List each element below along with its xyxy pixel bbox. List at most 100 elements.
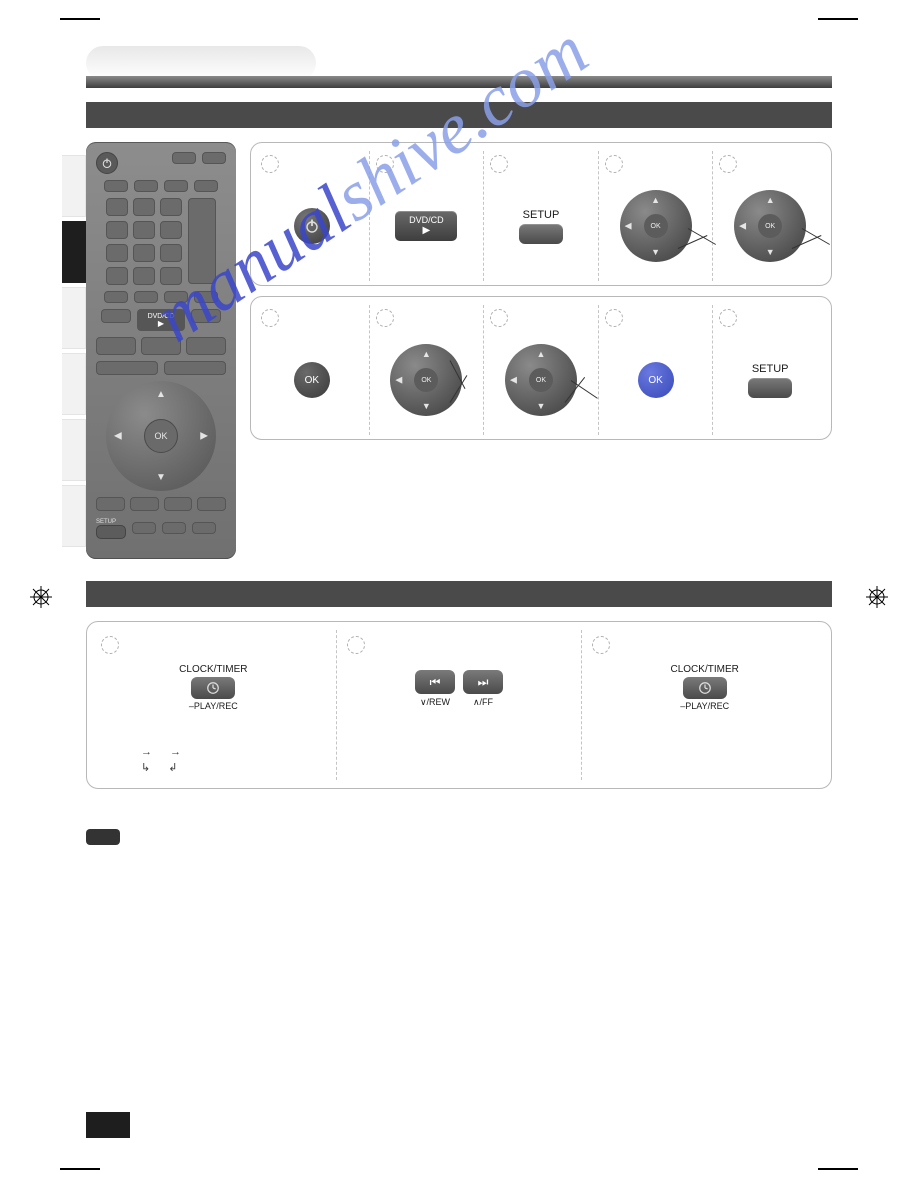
step-number-icon xyxy=(592,636,610,654)
remote-control: DVD/CD ▶ ▲ ▼ ◀ ▶ OK xyxy=(86,142,236,559)
remote-button xyxy=(160,198,182,216)
play-rec-label: –PLAY/REC xyxy=(189,701,238,711)
steps-panel-1: DVD/CD▶SETUP▲▼◀OK▲▼◀OK xyxy=(250,142,832,286)
remote-button xyxy=(194,180,218,192)
step: OK xyxy=(255,305,370,435)
side-tab xyxy=(62,353,86,415)
arrow-up-icon: ▲ xyxy=(766,195,775,205)
ok-button: OK xyxy=(638,362,674,398)
steps-panel-2: OK▲▼◀OK▲▼◀OKOKSETUP xyxy=(250,296,832,440)
setup-group: SETUP xyxy=(748,363,792,398)
skip-prev-button: ⏮ xyxy=(415,670,455,694)
remote-button xyxy=(160,267,182,285)
nav-ring-icon: ▲ ▼ ◀ OK xyxy=(505,344,577,416)
clock-timer-label: CLOCK/TIMER xyxy=(179,664,247,675)
remote-button xyxy=(191,309,221,323)
step-number-icon xyxy=(719,309,737,327)
step-body: OK xyxy=(605,333,707,427)
remote-button xyxy=(96,361,158,375)
power-icon xyxy=(96,152,118,174)
arrow-left-icon: ◀ xyxy=(395,375,402,386)
arrow-up-icon: ▲ xyxy=(156,389,166,400)
note-tag xyxy=(86,829,120,845)
setup-label: SETUP xyxy=(523,209,560,221)
step xyxy=(255,151,370,281)
side-tab-strip xyxy=(62,155,86,551)
side-tab-active xyxy=(62,221,86,283)
setup-label: SETUP xyxy=(752,363,789,375)
clock-button xyxy=(191,677,235,699)
step: SETUP xyxy=(484,151,599,281)
arrow-up-icon: ▲ xyxy=(422,349,431,359)
nav-ring-icon: ▲▼◀OK xyxy=(390,344,462,416)
side-tab xyxy=(62,419,86,481)
registration-mark-icon xyxy=(866,586,888,608)
step-body: DVD/CD▶ xyxy=(376,179,478,273)
step-body: ▲ ▼ ◀ OK xyxy=(490,333,592,427)
step: ▲ ▼ ◀ OK xyxy=(484,305,599,435)
remote-button xyxy=(133,221,155,239)
arrow-left-icon: ◀ xyxy=(739,221,746,232)
arrow-left-icon: ◀ xyxy=(510,375,517,386)
remote-button xyxy=(134,291,158,303)
step-number-icon xyxy=(261,155,279,173)
note-block xyxy=(86,829,832,850)
nav-ring: ▲ ▼ ◀ ▶ OK xyxy=(106,381,216,491)
remote-button xyxy=(197,497,226,511)
nav-ring-icon: ▲▼◀OK xyxy=(734,190,806,262)
step: ▲▼◀OK xyxy=(370,305,485,435)
step-body: OK xyxy=(261,333,363,427)
remote-button xyxy=(104,180,128,192)
remote-button xyxy=(132,522,156,534)
arrow-return-icon: ↳↲ xyxy=(141,761,177,774)
chapter-header xyxy=(86,50,832,88)
clock-panel: CLOCK/TIMER –PLAY/REC →→ ↳↲ ⏮ ∨/REW ⏭ ∧/… xyxy=(86,621,832,789)
arrow-down-icon: ▼ xyxy=(537,401,546,411)
dvdcd-button: DVD/CD▶ xyxy=(395,211,457,241)
step-number-icon xyxy=(490,155,508,173)
step-body: ▲▼◀OK xyxy=(605,179,707,273)
step-number-icon xyxy=(605,309,623,327)
side-tab xyxy=(62,287,86,349)
clock-step: ⏮ ∨/REW ⏭ ∧/FF xyxy=(337,630,583,780)
step-number-icon xyxy=(261,309,279,327)
ok-button: OK xyxy=(294,362,330,398)
section-bar xyxy=(86,581,832,607)
step-body: SETUP xyxy=(719,333,821,427)
arrow-right-icon: ▶ xyxy=(200,431,208,442)
remote-button xyxy=(192,522,216,534)
ok-button: OK xyxy=(644,214,668,238)
clock-step: CLOCK/TIMER –PLAY/REC →→ ↳↲ xyxy=(91,630,337,780)
ok-label: OK xyxy=(154,431,167,441)
ok-button: OK xyxy=(758,214,782,238)
arrow-down-icon: ▼ xyxy=(651,247,660,257)
step: OK xyxy=(599,305,714,435)
ok-button: OK xyxy=(144,419,178,453)
arrow-down-icon: ▼ xyxy=(422,401,431,411)
section-bar xyxy=(86,102,832,128)
remote-button xyxy=(104,291,128,303)
arrow-up-icon: ▲ xyxy=(651,195,660,205)
step-number-icon xyxy=(347,636,365,654)
step: DVD/CD▶ xyxy=(370,151,485,281)
arrow-left-icon: ◀ xyxy=(114,431,122,442)
remote-button xyxy=(130,497,159,511)
registration-mark-icon xyxy=(30,586,52,608)
chapter-pill xyxy=(86,46,316,80)
ok-button: OK xyxy=(529,368,553,392)
nav-ring-icon: ▲▼◀OK xyxy=(620,190,692,262)
step-number-icon xyxy=(376,155,394,173)
setup-button xyxy=(748,378,792,398)
crop-mark xyxy=(60,1168,100,1170)
remote-button xyxy=(106,198,128,216)
remote-button xyxy=(96,337,136,355)
remote-button xyxy=(106,221,128,239)
arrow-up-icon: ▲ xyxy=(537,349,546,359)
clock-button xyxy=(683,677,727,699)
remote-button xyxy=(141,337,181,355)
remote-button xyxy=(133,198,155,216)
crop-mark xyxy=(818,1168,858,1170)
play-rec-label: –PLAY/REC xyxy=(680,701,729,711)
clock-timer-label: CLOCK/TIMER xyxy=(671,664,739,675)
remote-button xyxy=(164,361,226,375)
